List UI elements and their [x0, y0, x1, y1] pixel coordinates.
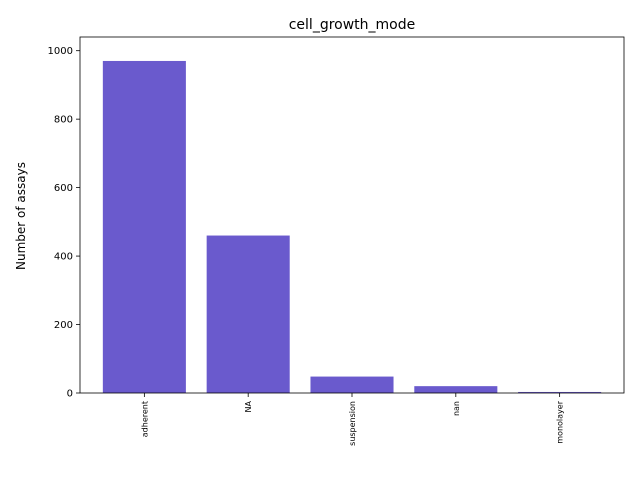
- y-axis-title: Number of assays: [14, 162, 28, 270]
- bars-layer: [102, 60, 602, 393]
- x-tick-label-adherent: adherent: [140, 401, 149, 437]
- bar-monolayer: [518, 391, 602, 393]
- y-ticks-layer: 0 200 400 600 800 1000: [48, 46, 80, 400]
- chart-title: cell_growth_mode: [289, 17, 416, 33]
- y-tick-label: 600: [54, 183, 73, 194]
- x-tick-label-nan: nan: [452, 401, 461, 416]
- bar-na: [206, 235, 290, 393]
- x-tick-label-suspension: suspension: [348, 401, 357, 446]
- y-tick-label: 800: [54, 115, 73, 126]
- bar-nan: [414, 386, 498, 393]
- bar-suspension: [310, 376, 394, 393]
- y-tick-label: 1000: [48, 46, 73, 57]
- x-tick-label-monolayer: monolayer: [556, 400, 565, 443]
- y-tick-label: 200: [54, 320, 73, 331]
- x-tick-label-na: NA: [244, 400, 253, 412]
- x-ticks-layer: adherent NA suspension nan monolayer: [140, 393, 565, 446]
- y-tick-label: 0: [67, 389, 73, 400]
- bar-adherent: [102, 60, 186, 393]
- y-tick-label: 400: [54, 252, 73, 263]
